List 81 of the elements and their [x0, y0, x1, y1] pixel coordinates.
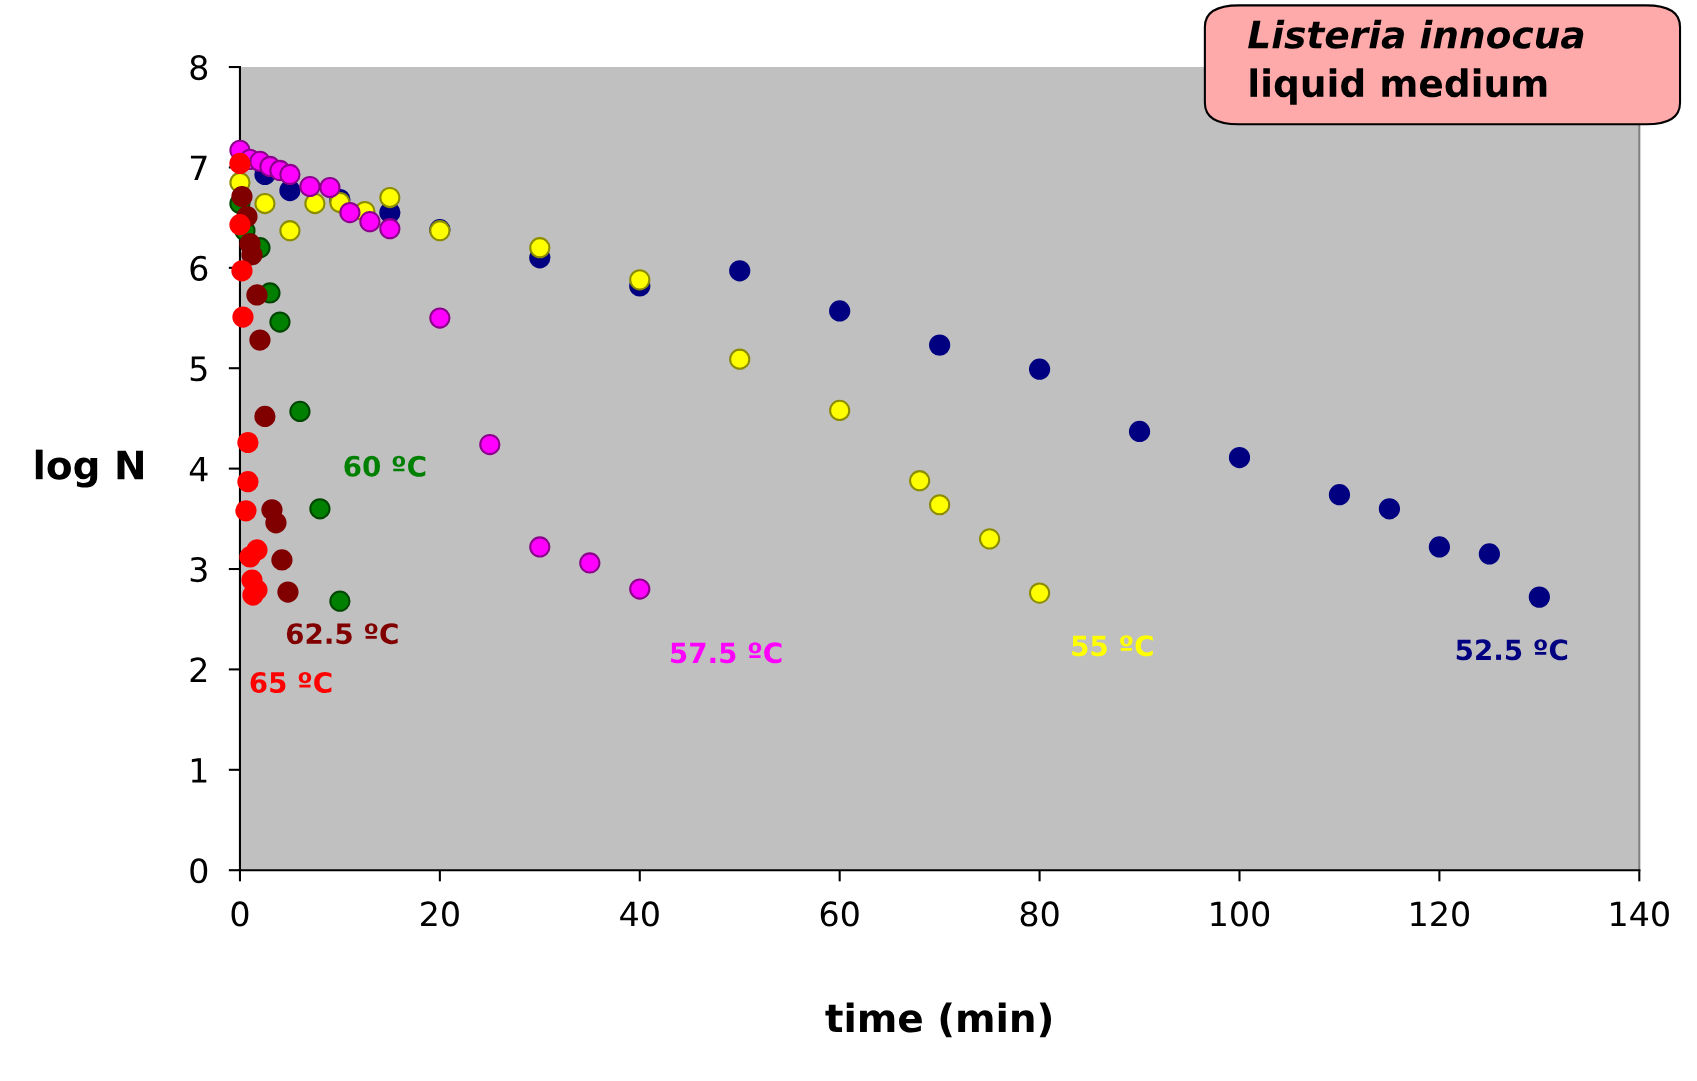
point	[279, 163, 301, 186]
x-tick-label: 60	[820, 901, 859, 927]
point	[429, 307, 451, 329]
y-tick-label: 1	[191, 758, 207, 783]
annotation: liquid medium	[1250, 68, 1547, 105]
point	[254, 192, 276, 215]
y-tick-label: 7	[190, 155, 207, 181]
point	[359, 211, 381, 233]
point	[249, 329, 271, 351]
point	[304, 192, 326, 215]
point	[229, 152, 251, 175]
point	[277, 581, 299, 603]
x-tick-label: 40	[620, 901, 659, 927]
point	[629, 578, 651, 600]
point	[729, 348, 751, 370]
point	[529, 536, 551, 558]
series-label: 57.5 ºC	[671, 642, 782, 664]
point	[1378, 498, 1401, 520]
y-tick-label: 6	[190, 255, 208, 281]
point	[299, 175, 321, 198]
series-label: 52.5 ºC	[1456, 639, 1568, 661]
point	[309, 498, 331, 520]
point	[246, 284, 268, 306]
point	[1478, 543, 1500, 565]
x-tick-label: 20	[421, 901, 459, 927]
y-tick-label: 4	[189, 456, 208, 482]
point	[254, 405, 276, 428]
x-tick-label: 100	[1211, 901, 1270, 927]
point	[269, 311, 291, 333]
point	[579, 552, 601, 574]
point	[339, 201, 361, 224]
y-tick-label: 3	[190, 556, 207, 583]
point	[237, 471, 259, 493]
point	[479, 433, 501, 456]
point	[235, 500, 257, 522]
point	[1328, 484, 1351, 506]
point	[1228, 446, 1251, 469]
y-tick-label: 5	[190, 356, 207, 382]
text: Listeria innocua	[1248, 19, 1584, 49]
point	[929, 334, 951, 356]
y-tick-label: 8	[190, 54, 208, 81]
y-axis-title: log N	[35, 449, 143, 488]
point	[231, 260, 253, 282]
x-tick-label: 120	[1411, 901, 1469, 927]
point	[729, 260, 751, 282]
point	[241, 244, 263, 266]
point	[1128, 420, 1151, 443]
point	[239, 546, 261, 568]
y-tick-label: 2	[190, 657, 207, 683]
point	[319, 176, 341, 199]
point	[929, 494, 951, 516]
point	[329, 590, 351, 612]
point	[1028, 582, 1051, 604]
point	[1528, 586, 1550, 608]
point	[629, 269, 651, 291]
text: 65 ºC	[250, 671, 332, 694]
x-axis-title: time (min)	[825, 1002, 1052, 1038]
point	[909, 470, 931, 492]
point	[231, 185, 253, 208]
point	[379, 218, 401, 240]
x-tick-label: 140	[1611, 901, 1669, 927]
point	[1428, 536, 1450, 558]
y-tick-label: 0	[190, 858, 208, 884]
x-tick-label: 0	[231, 901, 249, 927]
point	[829, 300, 851, 322]
point	[529, 237, 551, 259]
point	[1028, 358, 1051, 380]
x-tick-label: 80	[1020, 901, 1059, 927]
point	[232, 306, 254, 328]
series-label: 60 ºC	[344, 455, 426, 477]
point	[279, 220, 301, 242]
point	[379, 186, 401, 209]
point	[829, 399, 851, 421]
series-label: 62.5 ºC	[286, 623, 398, 645]
point	[271, 549, 293, 571]
point	[265, 512, 287, 534]
point	[289, 400, 311, 422]
series-label: 55 ºC	[1072, 635, 1153, 657]
point	[978, 528, 1001, 550]
point	[229, 214, 251, 236]
point	[237, 431, 259, 454]
